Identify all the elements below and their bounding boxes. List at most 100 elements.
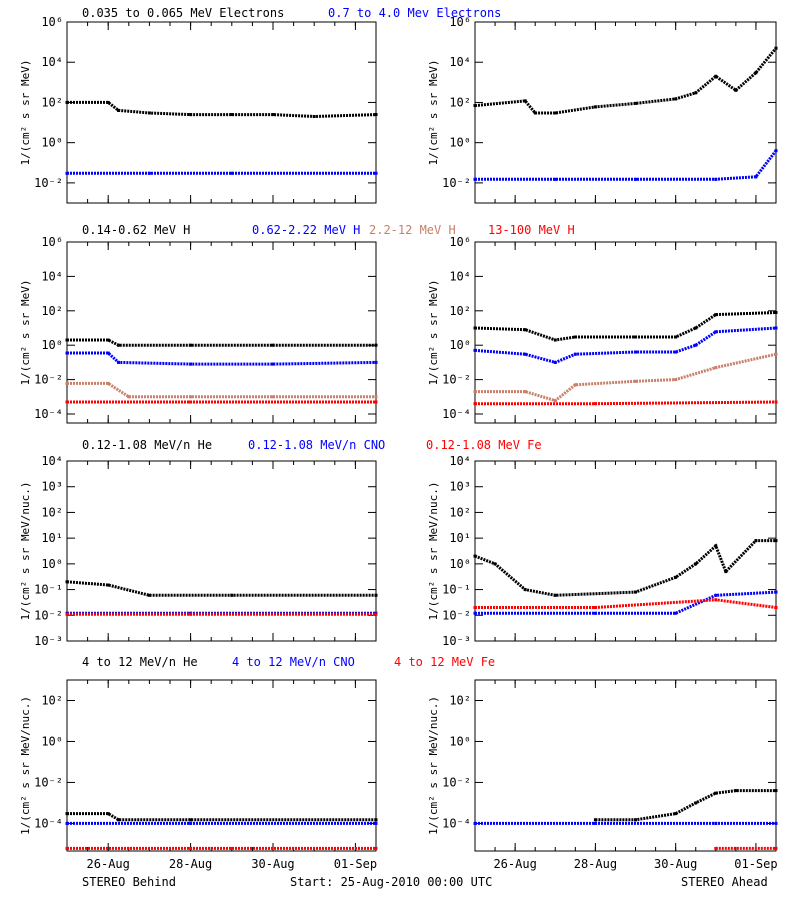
y-tick-label: 10¹ — [41, 531, 63, 545]
y-tick-label: 10⁰ — [449, 734, 471, 748]
data-point — [714, 544, 718, 548]
y-tick-label: 10⁶ — [41, 15, 63, 29]
legend-label-3-2: 0.12-1.08 MeV/n CNO — [248, 438, 385, 452]
data-point — [189, 818, 193, 822]
plot-frame — [474, 21, 777, 204]
y-axis-label: 1/(cm² s sr MeV/nuc.) — [19, 696, 32, 835]
series-1-line — [67, 100, 377, 119]
plot-frame — [66, 21, 377, 204]
y-tick-label: 10⁰ — [449, 557, 471, 571]
data-point — [473, 554, 477, 558]
data-point — [65, 100, 69, 104]
plot-frame — [66, 679, 377, 852]
y-tick-label: 10⁻⁴ — [34, 407, 63, 421]
data-point — [189, 846, 193, 850]
data-point — [774, 606, 778, 610]
data-point — [593, 606, 597, 610]
data-point — [106, 338, 110, 342]
data-point — [65, 580, 69, 584]
data-point — [65, 612, 69, 616]
data-point — [374, 343, 378, 347]
series-3-line — [475, 352, 777, 403]
data-point — [374, 846, 378, 850]
data-point — [694, 91, 698, 95]
data-point — [65, 821, 69, 825]
data-point — [65, 338, 69, 342]
series-2-line — [475, 590, 777, 615]
data-point — [312, 115, 316, 119]
data-point — [147, 593, 151, 597]
y-tick-label: 10³ — [41, 480, 63, 494]
x-tick-label: 30-Aug — [654, 857, 697, 871]
y-tick-label: 10² — [41, 505, 63, 519]
y-axis-label: 1/(cm² s sr MeV) — [427, 60, 440, 166]
data-point — [374, 821, 378, 825]
data-point — [271, 113, 275, 117]
data-point — [65, 400, 69, 404]
data-point — [674, 812, 678, 816]
data-point — [553, 399, 557, 403]
data-point — [754, 71, 758, 75]
panel-row4-ahead: 10⁻⁴ 10⁻² 10⁰ 10² 1/(cm² s sr MeV/nuc.) 26-Au… — [427, 679, 778, 871]
panel-row1-ahead: 10⁻² 10⁰ 10² 10⁴ 10⁶ 1/(cm² s sr MeV) — [427, 15, 778, 204]
data-point — [473, 326, 477, 330]
y-tick-label: 10⁴ — [449, 55, 471, 69]
y-tick-label: 10⁻³ — [442, 634, 471, 648]
data-point — [147, 171, 151, 175]
panel-row1-behind: 10⁻² 10⁰ 10² 10⁴ 10⁶ 1/(cm² s sr MeV) — [19, 15, 378, 204]
data-point — [774, 352, 778, 356]
plot-frame — [66, 460, 377, 642]
data-point — [674, 350, 678, 354]
y-tick-label: 10⁶ — [449, 15, 471, 29]
series-1-line — [66, 580, 376, 597]
series-2-line — [474, 326, 777, 364]
data-point — [714, 177, 718, 181]
data-point — [553, 338, 557, 342]
data-point — [523, 328, 527, 332]
footer-center-label: Start: 25-Aug-2010 00:00 UTC — [290, 875, 492, 889]
data-point — [106, 583, 110, 587]
data-point — [473, 821, 477, 825]
data-point — [774, 539, 778, 543]
data-point — [714, 846, 718, 850]
data-point — [774, 846, 778, 850]
data-point — [734, 789, 738, 793]
series-1-line — [67, 338, 376, 347]
y-tick-label: 10⁰ — [41, 338, 63, 352]
data-point — [473, 606, 477, 610]
series-4-line — [475, 400, 777, 406]
data-point — [117, 360, 120, 364]
footer-left-label: STEREO Behind — [82, 875, 176, 889]
data-point — [714, 821, 718, 825]
plot-frame — [474, 679, 777, 852]
y-tick-label: 10⁴ — [41, 55, 63, 69]
y-tick-label: 10² — [41, 693, 63, 707]
data-point — [553, 111, 557, 115]
data-point — [724, 570, 728, 574]
data-point — [714, 593, 718, 597]
series-3-line — [475, 598, 777, 609]
legend-label-3-3: 0.12-1.08 MeV Fe — [426, 438, 542, 452]
y-tick-label: 10⁰ — [41, 734, 63, 748]
data-point — [374, 818, 378, 822]
data-point — [553, 177, 557, 181]
legend-label-4-1: 4 to 12 MeV/n He — [82, 655, 198, 669]
data-point — [553, 360, 557, 364]
y-tick-label: 10⁰ — [449, 136, 471, 150]
series-3-line — [67, 381, 376, 399]
y-tick-label: 10⁻² — [34, 176, 63, 190]
panel-row3-behind: 10⁻³ 10⁻² 10⁻¹ 10⁰ 10¹ 10² 10³ 10⁴ 1/(cm² s sr M… — [19, 454, 378, 648]
data-point — [147, 111, 151, 115]
data-point — [189, 113, 193, 117]
legend-label-4-2: 4 to 12 MeV/n CNO — [232, 655, 355, 669]
y-tick-label: 10² — [449, 95, 471, 109]
y-tick-label: 10² — [41, 95, 63, 109]
plot-frame — [474, 241, 777, 424]
data-point — [674, 378, 678, 382]
data-point — [694, 801, 698, 805]
y-tick-label: 10³ — [449, 480, 471, 494]
data-point — [634, 379, 638, 383]
data-point — [374, 395, 378, 399]
